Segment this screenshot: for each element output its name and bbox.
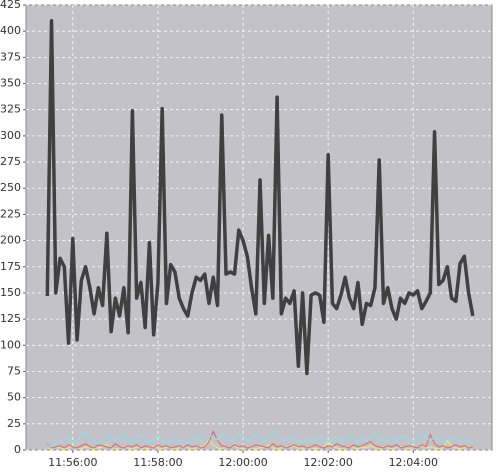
y-tick-label: 125	[0, 312, 21, 325]
x-tick-label: 11:58:00	[133, 456, 182, 469]
series-line	[47, 430, 474, 448]
x-tick-label: 12:04:00	[389, 456, 438, 469]
y-tick-label: 275	[0, 155, 21, 168]
y-tick-label: 0	[14, 443, 21, 456]
y-tick-label: 75	[7, 364, 21, 377]
y-tick-label: 100	[0, 338, 21, 351]
y-tick-label: 425	[0, 0, 21, 11]
y-tick-label: 150	[0, 286, 21, 299]
series-line	[45, 18, 475, 376]
y-tick-label: 225	[0, 207, 21, 220]
y-tick-label: 375	[0, 50, 21, 63]
y-tick-label: 25	[7, 417, 21, 430]
series-line	[46, 430, 473, 449]
y-tick-label: 350	[0, 77, 21, 90]
y-tick-label: 50	[7, 391, 21, 404]
x-tick-label: 12:02:00	[303, 456, 352, 469]
y-tick-label: 300	[0, 129, 21, 142]
y-tick-label: 175	[0, 260, 21, 273]
y-tick-label: 200	[0, 234, 21, 247]
y-tick-label: 325	[0, 103, 21, 116]
y-tick-label: 250	[0, 181, 21, 194]
x-tick-label: 11:56:00	[48, 456, 97, 469]
x-tick-label: 12:00:00	[218, 456, 267, 469]
y-tick-label: 400	[0, 24, 21, 37]
